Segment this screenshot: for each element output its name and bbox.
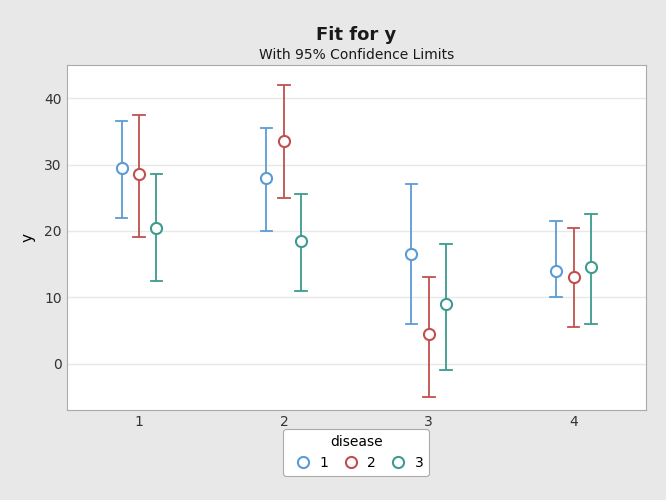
Text: Fit for y: Fit for y	[316, 26, 396, 44]
X-axis label: drug: drug	[338, 437, 374, 452]
Y-axis label: y: y	[21, 233, 36, 242]
Text: With 95% Confidence Limits: With 95% Confidence Limits	[258, 48, 454, 62]
Legend: 1, 2, 3: 1, 2, 3	[284, 430, 429, 476]
